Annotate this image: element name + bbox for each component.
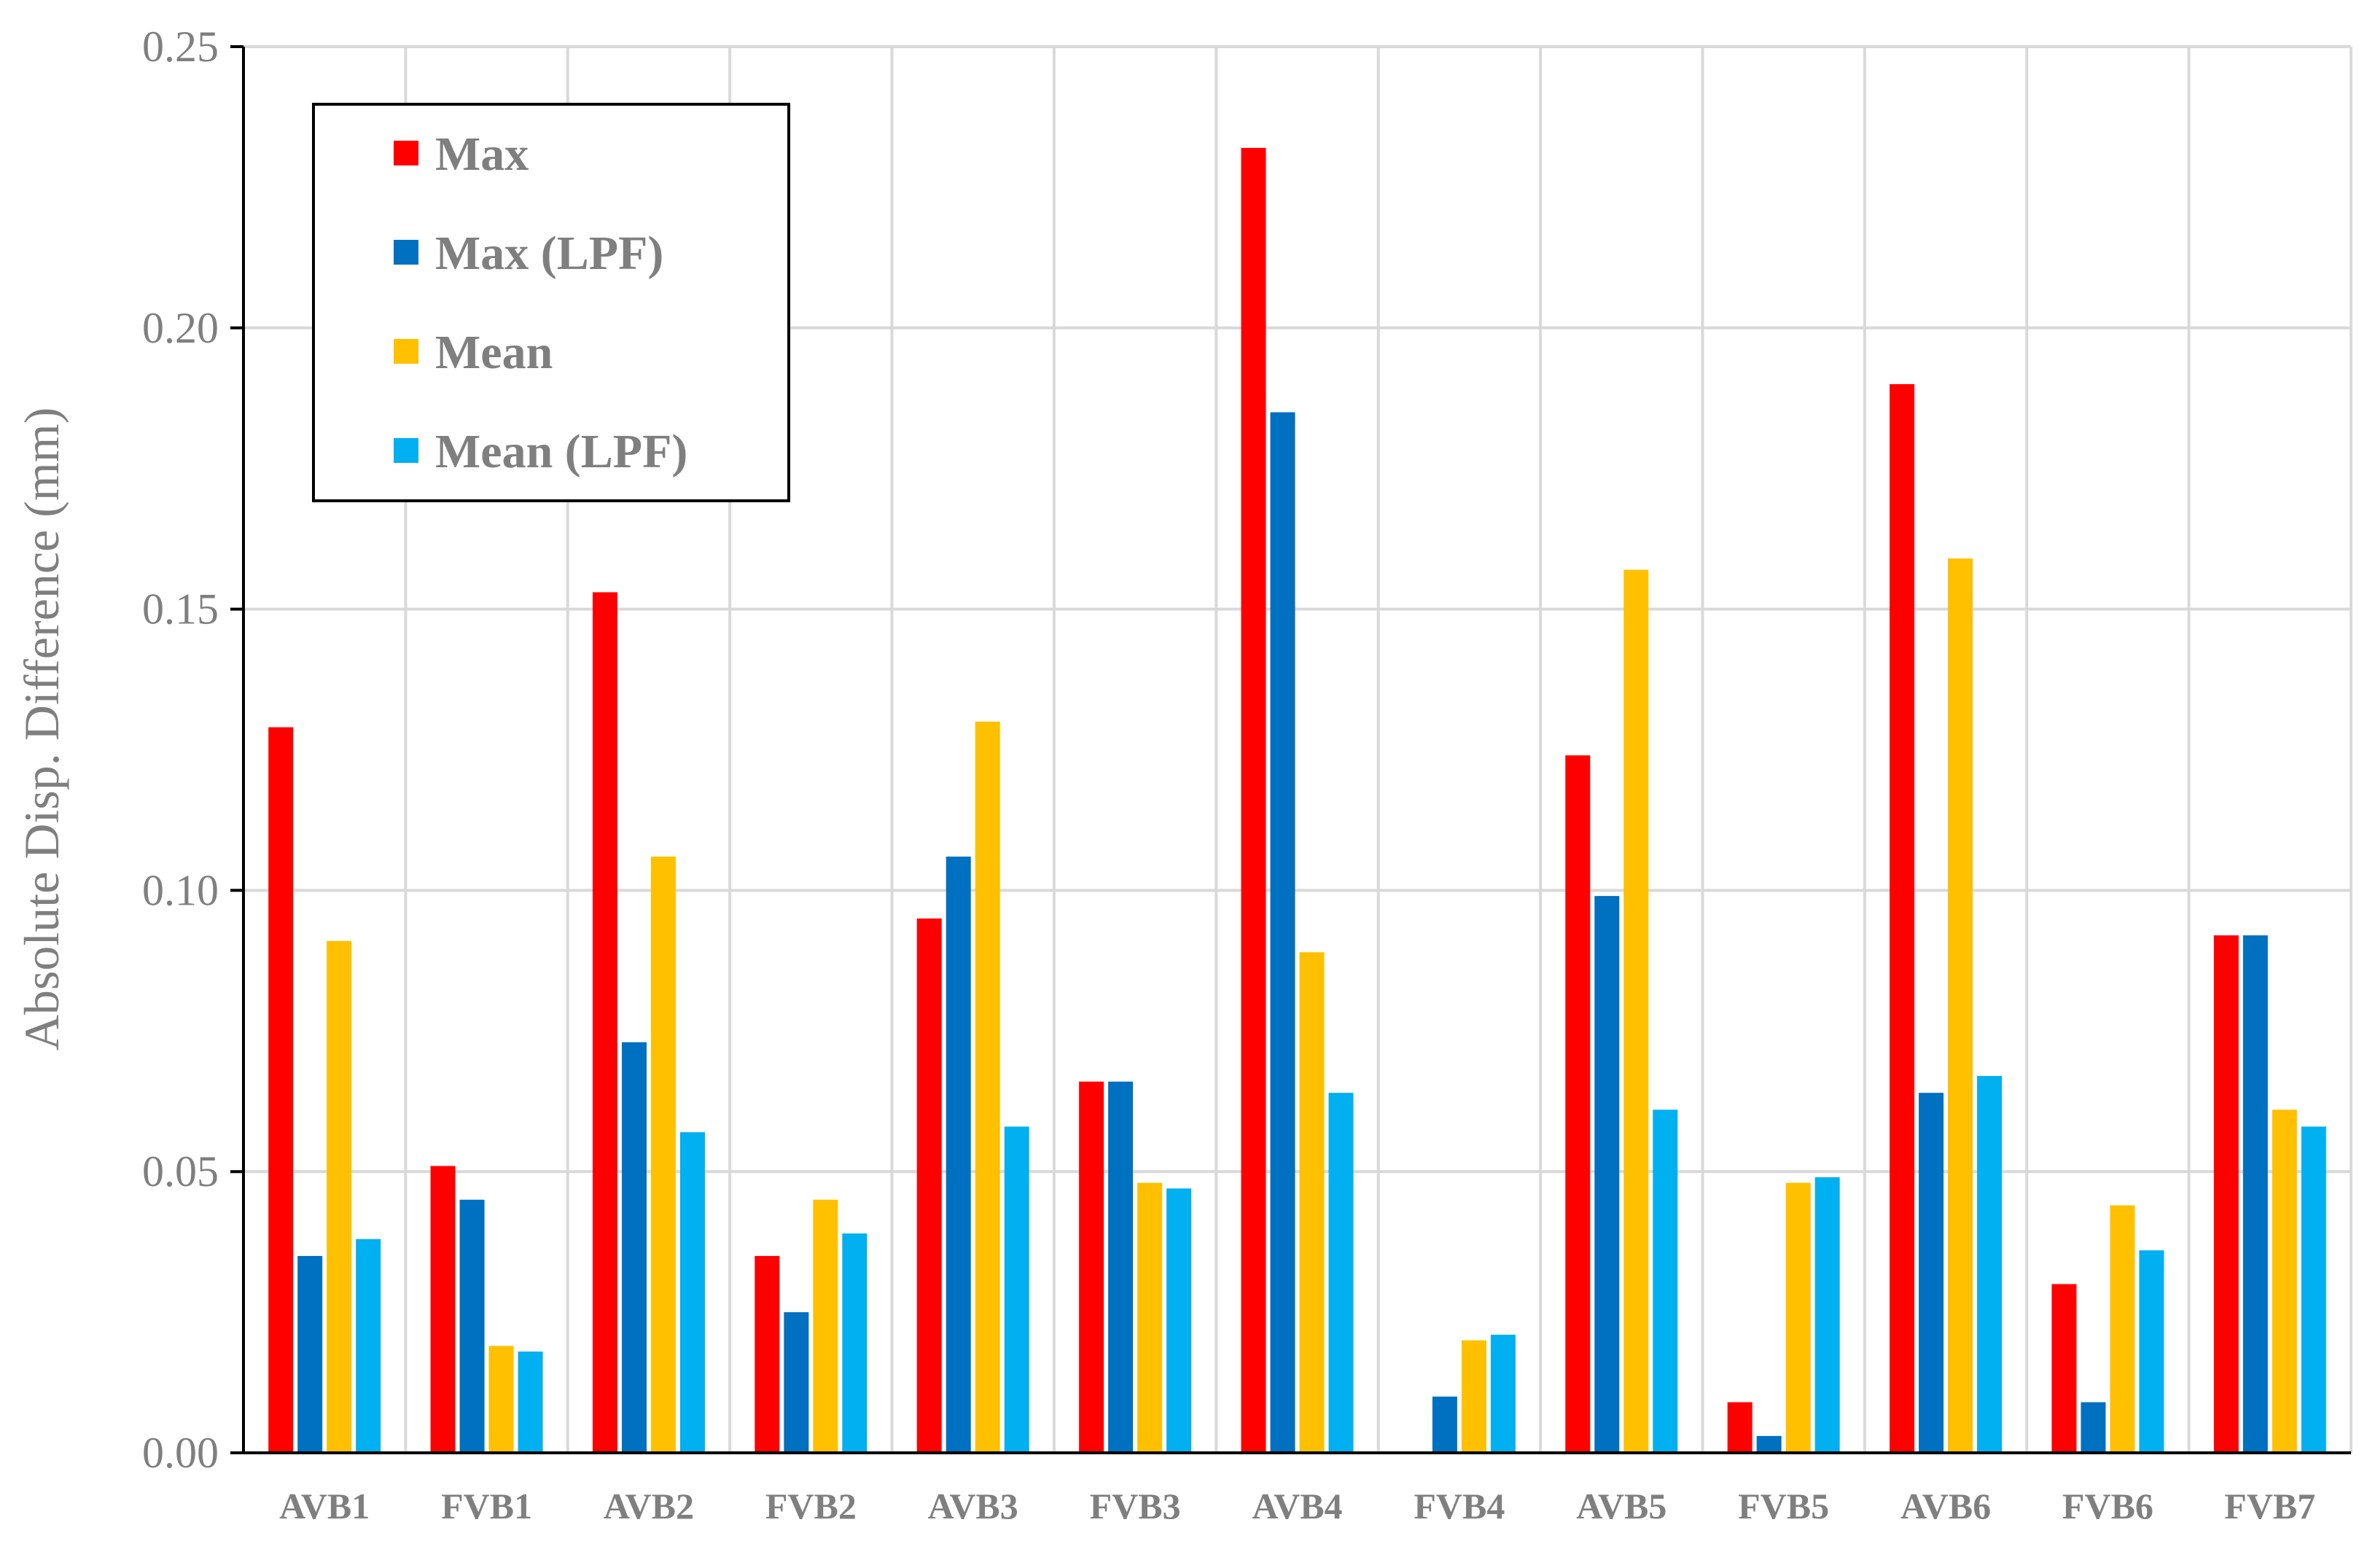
bar-mean-lpf-fvb6	[2139, 1250, 2164, 1453]
bar-max-lpf-avb1	[297, 1255, 323, 1453]
bar-mean-fvb3	[1137, 1182, 1163, 1453]
legend-swatch	[394, 240, 418, 265]
y-tick-label: 0.05	[142, 1147, 219, 1195]
bar-mean-lpf-fvb1	[518, 1351, 543, 1453]
legend-label: Mean (LPF)	[435, 425, 687, 478]
y-tick-labels: 0.00 0.05 0.10 0.15 0.20 0.25	[142, 23, 219, 1477]
bar-max-lpf-fvb1	[459, 1199, 485, 1453]
bar-mean-fvb7	[2272, 1109, 2297, 1453]
bar-mean-avb5	[1623, 569, 1649, 1453]
bar-mean-lpf-fvb5	[1814, 1177, 1840, 1453]
bar-mean-lpf-avb5	[1653, 1109, 1678, 1453]
bar-max-avb6	[1890, 383, 1915, 1454]
x-tick-label: AVB5	[1576, 1486, 1666, 1526]
bar-mean-avb4	[1299, 952, 1325, 1453]
x-tick-labels: AVB1 FVB1 AVB2 FVB2 AVB3 FVB3 AVB4 FVB4 AVB5 FVB5…	[279, 1486, 2315, 1526]
x-tick-label: FVB2	[765, 1486, 857, 1526]
bar-mean-avb3	[975, 721, 1000, 1453]
bar-max-lpf-fvb6	[2081, 1402, 2106, 1453]
x-tick-label: FVB3	[1090, 1486, 1181, 1526]
legend: Max Max (LPF) Mean Mean (LPF)	[312, 103, 790, 502]
x-tick-label: AVB2	[604, 1486, 694, 1526]
bar-max-lpf-fvb2	[784, 1312, 809, 1453]
x-tick-label: FVB6	[2062, 1486, 2153, 1526]
x-tick-label: AVB3	[928, 1486, 1018, 1526]
y-tick-label: 0.25	[142, 23, 219, 71]
bar-max-avb1	[268, 727, 294, 1453]
bar-max-avb4	[1241, 147, 1266, 1454]
bars	[268, 147, 2326, 1454]
bar-max-lpf-avb3	[946, 857, 971, 1453]
bar-mean-lpf-avb3	[1004, 1126, 1029, 1453]
bar-mean-fvb4	[1461, 1340, 1486, 1453]
bar-max-fvb5	[1727, 1402, 1753, 1453]
bar-max-lpf-fvb7	[2242, 935, 2268, 1453]
bar-mean-lpf-fvb7	[2301, 1126, 2326, 1453]
x-tick-label: AVB4	[1252, 1486, 1342, 1526]
y-tick-label: 0.15	[142, 585, 219, 633]
legend-label: Max	[435, 128, 529, 181]
x-tick-label: FVB1	[441, 1486, 532, 1526]
bar-mean-avb1	[327, 940, 352, 1453]
bar-max-lpf-fvb3	[1108, 1081, 1134, 1453]
bar-max-fvb1	[430, 1166, 456, 1453]
bar-max-avb2	[592, 592, 617, 1453]
y-axis-title: Absolute Disp. Difference (mm)	[14, 407, 69, 1051]
bar-mean-avb2	[650, 857, 676, 1453]
legend-box	[312, 103, 790, 502]
bar-mean-lpf-avb2	[679, 1132, 705, 1453]
bar-mean-fvb5	[1785, 1182, 1811, 1453]
bar-mean-lpf-avb1	[356, 1239, 381, 1453]
bar-mean-lpf-avb6	[1977, 1076, 2003, 1453]
x-tick-label: AVB6	[1901, 1486, 1991, 1526]
bar-max-lpf-avb6	[1919, 1093, 1944, 1453]
bar-mean-fvb2	[813, 1199, 838, 1453]
bar-mean-lpf-avb4	[1328, 1093, 1354, 1453]
legend-label: Mean	[435, 326, 553, 379]
bar-max-lpf-avb5	[1594, 896, 1620, 1453]
bar-max-lpf-avb4	[1270, 412, 1295, 1453]
legend-label: Max (LPF)	[435, 227, 663, 280]
bar-max-fvb3	[1079, 1081, 1104, 1453]
y-tick-label: 0.20	[142, 304, 219, 352]
bar-max-fvb6	[2051, 1284, 2077, 1453]
bar-max-lpf-fvb4	[1432, 1396, 1457, 1453]
bar-max-lpf-fvb5	[1756, 1435, 1782, 1453]
legend-swatch	[394, 141, 418, 165]
bar-mean-fvb6	[2110, 1205, 2135, 1453]
legend-swatch	[394, 339, 418, 364]
x-tick-label: FVB7	[2224, 1486, 2315, 1526]
y-tick-label: 0.00	[142, 1429, 219, 1477]
x-tick-label: AVB1	[279, 1486, 370, 1526]
bar-mean-lpf-fvb2	[842, 1233, 868, 1453]
bar-max-fvb7	[2213, 935, 2239, 1453]
bar-max-avb5	[1565, 755, 1591, 1453]
bar-mean-fvb1	[488, 1346, 514, 1453]
axes	[230, 45, 2351, 1454]
bar-max-lpf-avb2	[621, 1042, 647, 1453]
bar-max-fvb2	[755, 1255, 780, 1453]
bar-mean-lpf-fvb4	[1490, 1334, 1516, 1453]
y-tick-label: 0.10	[142, 866, 219, 914]
x-tick-label: FVB5	[1738, 1486, 1829, 1526]
bar-mean-lpf-fvb3	[1166, 1188, 1192, 1453]
x-tick-label: FVB4	[1414, 1486, 1505, 1526]
bar-max-avb3	[916, 918, 942, 1453]
bar-mean-avb6	[1948, 558, 1973, 1453]
legend-swatch	[394, 438, 418, 463]
